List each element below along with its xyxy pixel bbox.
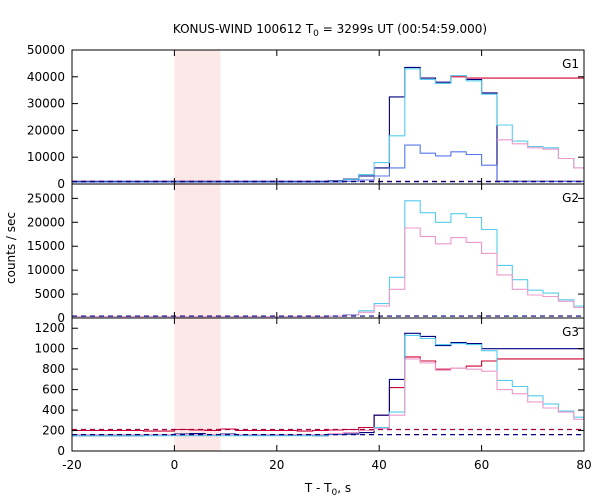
- panel-frame: [71, 49, 585, 185]
- x-tick-label: 0: [171, 458, 179, 472]
- y-tick-label: 5000: [34, 287, 65, 301]
- y-tick-label: 30000: [27, 97, 65, 111]
- panels-group: 01000020000300004000050000G1050001000015…: [27, 43, 592, 472]
- y-tick-label: 40000: [27, 70, 65, 84]
- series-group: [72, 200, 584, 318]
- y-axis-label: counts / sec: [4, 212, 18, 284]
- y-tick-label: 15000: [27, 239, 65, 253]
- shaded-interval: [174, 318, 221, 451]
- shaded-interval: [174, 50, 221, 184]
- x-tick-label: 20: [269, 458, 284, 472]
- y-tick-label: 50000: [27, 43, 65, 57]
- x-tick-label: 40: [372, 458, 387, 472]
- panel-frame: [71, 183, 585, 319]
- series-1-line: [72, 66, 584, 182]
- series-2-line: [72, 332, 584, 437]
- x-tick-label: 60: [474, 458, 489, 472]
- y-tick-label: 0: [57, 311, 65, 325]
- y-tick-label: 0: [57, 177, 65, 191]
- shaded-interval: [174, 184, 221, 318]
- x-tick-label: 80: [576, 458, 591, 472]
- panel-2: 0 5000 10000 15000 20000 25000 G2: [27, 183, 585, 325]
- panel-label: G3: [562, 325, 579, 339]
- panel-label: G1: [562, 57, 579, 71]
- y-tick-label: 600: [42, 383, 65, 397]
- series-group: [72, 66, 584, 183]
- series-2-line: [450, 76, 584, 79]
- y-tick-label: 200: [42, 424, 65, 438]
- panel-frame: [71, 317, 585, 452]
- y-tick-label: 20000: [27, 123, 65, 137]
- series-4-line: [72, 144, 584, 183]
- chart-title: KONUS-WIND 100612 T0 = 3299s UT (00:54:5…: [173, 22, 487, 39]
- y-tick-label: 25000: [27, 191, 65, 205]
- y-tick-label: 0: [57, 444, 65, 458]
- series-4-line: [72, 358, 584, 436]
- panel-1: 0 10000 20000 30000 40000 50000 G1: [27, 43, 585, 191]
- series-1-line: [72, 200, 584, 318]
- x-tick-label: -20: [62, 458, 82, 472]
- series-2-line: [72, 227, 584, 318]
- y-tick-label: 400: [42, 403, 65, 417]
- series-group: [72, 332, 584, 437]
- y-tick-label: 10000: [27, 263, 65, 277]
- y-tick-label: 1200: [34, 321, 65, 335]
- y-tick-label: 20000: [27, 215, 65, 229]
- series-3-line: [72, 68, 584, 183]
- x-axis-label: T - T0, s: [304, 481, 351, 498]
- panel-label: G2: [562, 191, 579, 205]
- series-5-line: [497, 139, 584, 169]
- y-tick-label: 1000: [34, 342, 65, 356]
- y-tick-label: 10000: [27, 150, 65, 164]
- series-3-line: [72, 334, 584, 437]
- y-tick-label: 800: [42, 362, 65, 376]
